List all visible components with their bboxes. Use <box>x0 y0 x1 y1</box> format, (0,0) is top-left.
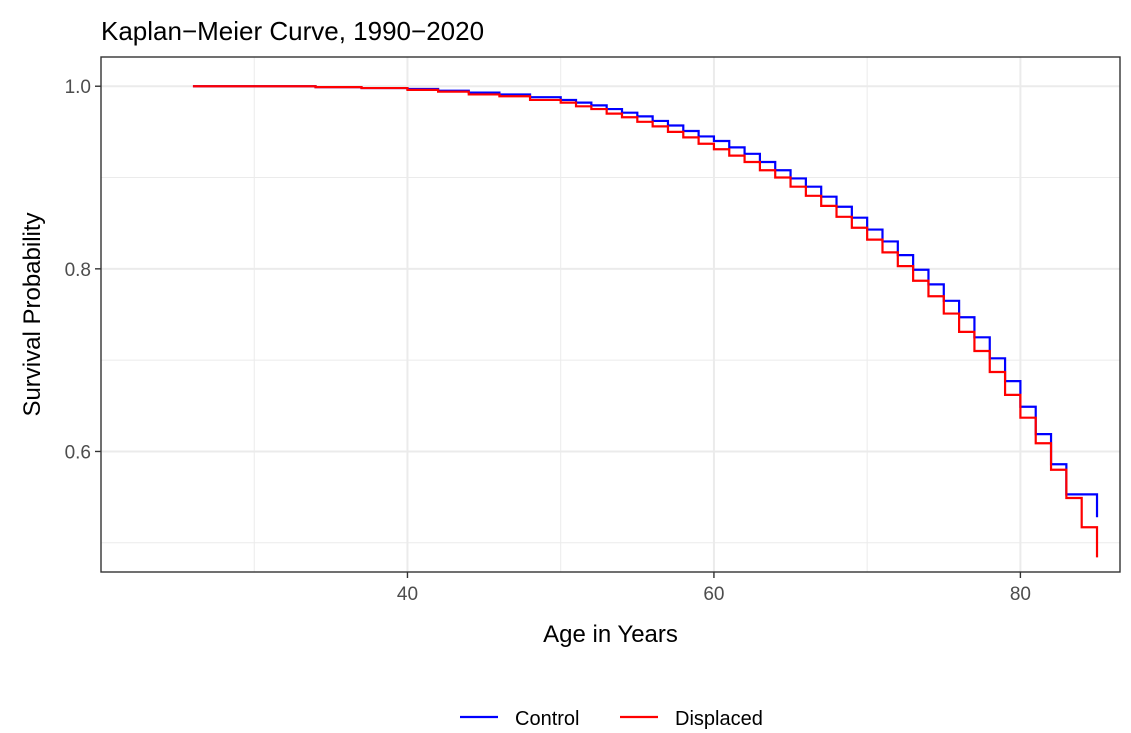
legend-label-displaced: Displaced <box>675 708 763 730</box>
legend-label-control: Control <box>515 708 579 730</box>
series-line-control <box>192 85 1099 518</box>
legend: Control Displaced <box>460 708 763 730</box>
chart-title: Kaplan−Meier Curve, 1990−2020 <box>101 16 484 46</box>
plot-panel-border <box>100 56 1121 573</box>
x-tick-label: 40 <box>397 584 418 605</box>
x-axis-title: Age in Years <box>543 621 678 648</box>
x-tick-label: 80 <box>1010 584 1031 605</box>
y-tick-label: 1.0 <box>65 77 91 98</box>
y-tick-label: 0.8 <box>65 260 91 281</box>
axes: 40 60 80 0.6 0.8 1.0 <box>65 77 1031 605</box>
grid <box>101 57 1120 572</box>
series-layer <box>192 85 1099 558</box>
y-tick-label: 0.6 <box>65 442 91 463</box>
x-tick-label: 60 <box>703 584 724 605</box>
series-line-displaced <box>192 85 1099 558</box>
y-axis-title: Survival Probability <box>19 212 46 416</box>
